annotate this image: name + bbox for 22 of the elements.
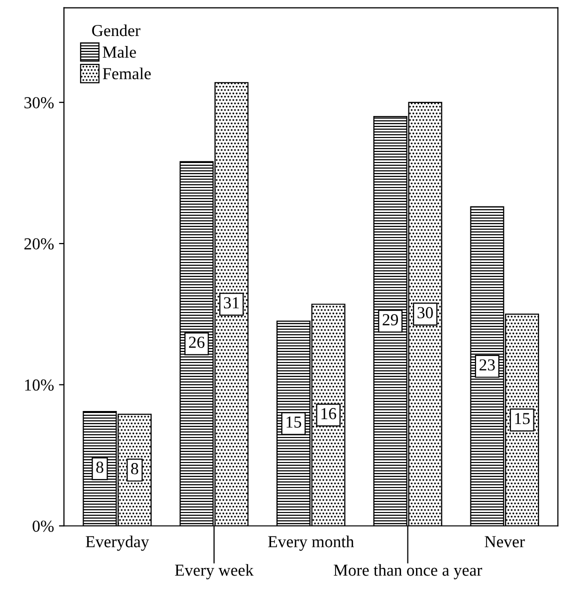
x-tick-label: More than once a year bbox=[334, 564, 482, 580]
data-label: 8 bbox=[96, 462, 104, 473]
legend-title: Gender bbox=[92, 24, 140, 36]
x-tick-label: Never bbox=[484, 536, 525, 548]
data-label: 15 bbox=[515, 413, 530, 424]
data-label: 26 bbox=[189, 336, 204, 348]
data-label: 31 bbox=[224, 297, 239, 308]
y-tick-label: 10% bbox=[25, 379, 54, 391]
x-tick-label: Every month bbox=[268, 536, 354, 551]
data-label: 8 bbox=[131, 463, 138, 474]
legend-label: Female bbox=[102, 68, 151, 80]
data-label: 30 bbox=[418, 307, 433, 318]
data-label: 15 bbox=[286, 416, 302, 428]
y-tick-label: 20% bbox=[24, 238, 54, 250]
data-label: 16 bbox=[321, 408, 336, 420]
data-label: 23 bbox=[480, 359, 495, 371]
legend-label: Male bbox=[102, 46, 136, 58]
data-label: 29 bbox=[382, 314, 398, 326]
x-tick-label: Every week bbox=[174, 564, 254, 580]
x-tick-label: Everyday bbox=[86, 536, 150, 551]
y-tick-label: 30% bbox=[24, 97, 54, 108]
y-tick-label: 0% bbox=[32, 520, 54, 532]
